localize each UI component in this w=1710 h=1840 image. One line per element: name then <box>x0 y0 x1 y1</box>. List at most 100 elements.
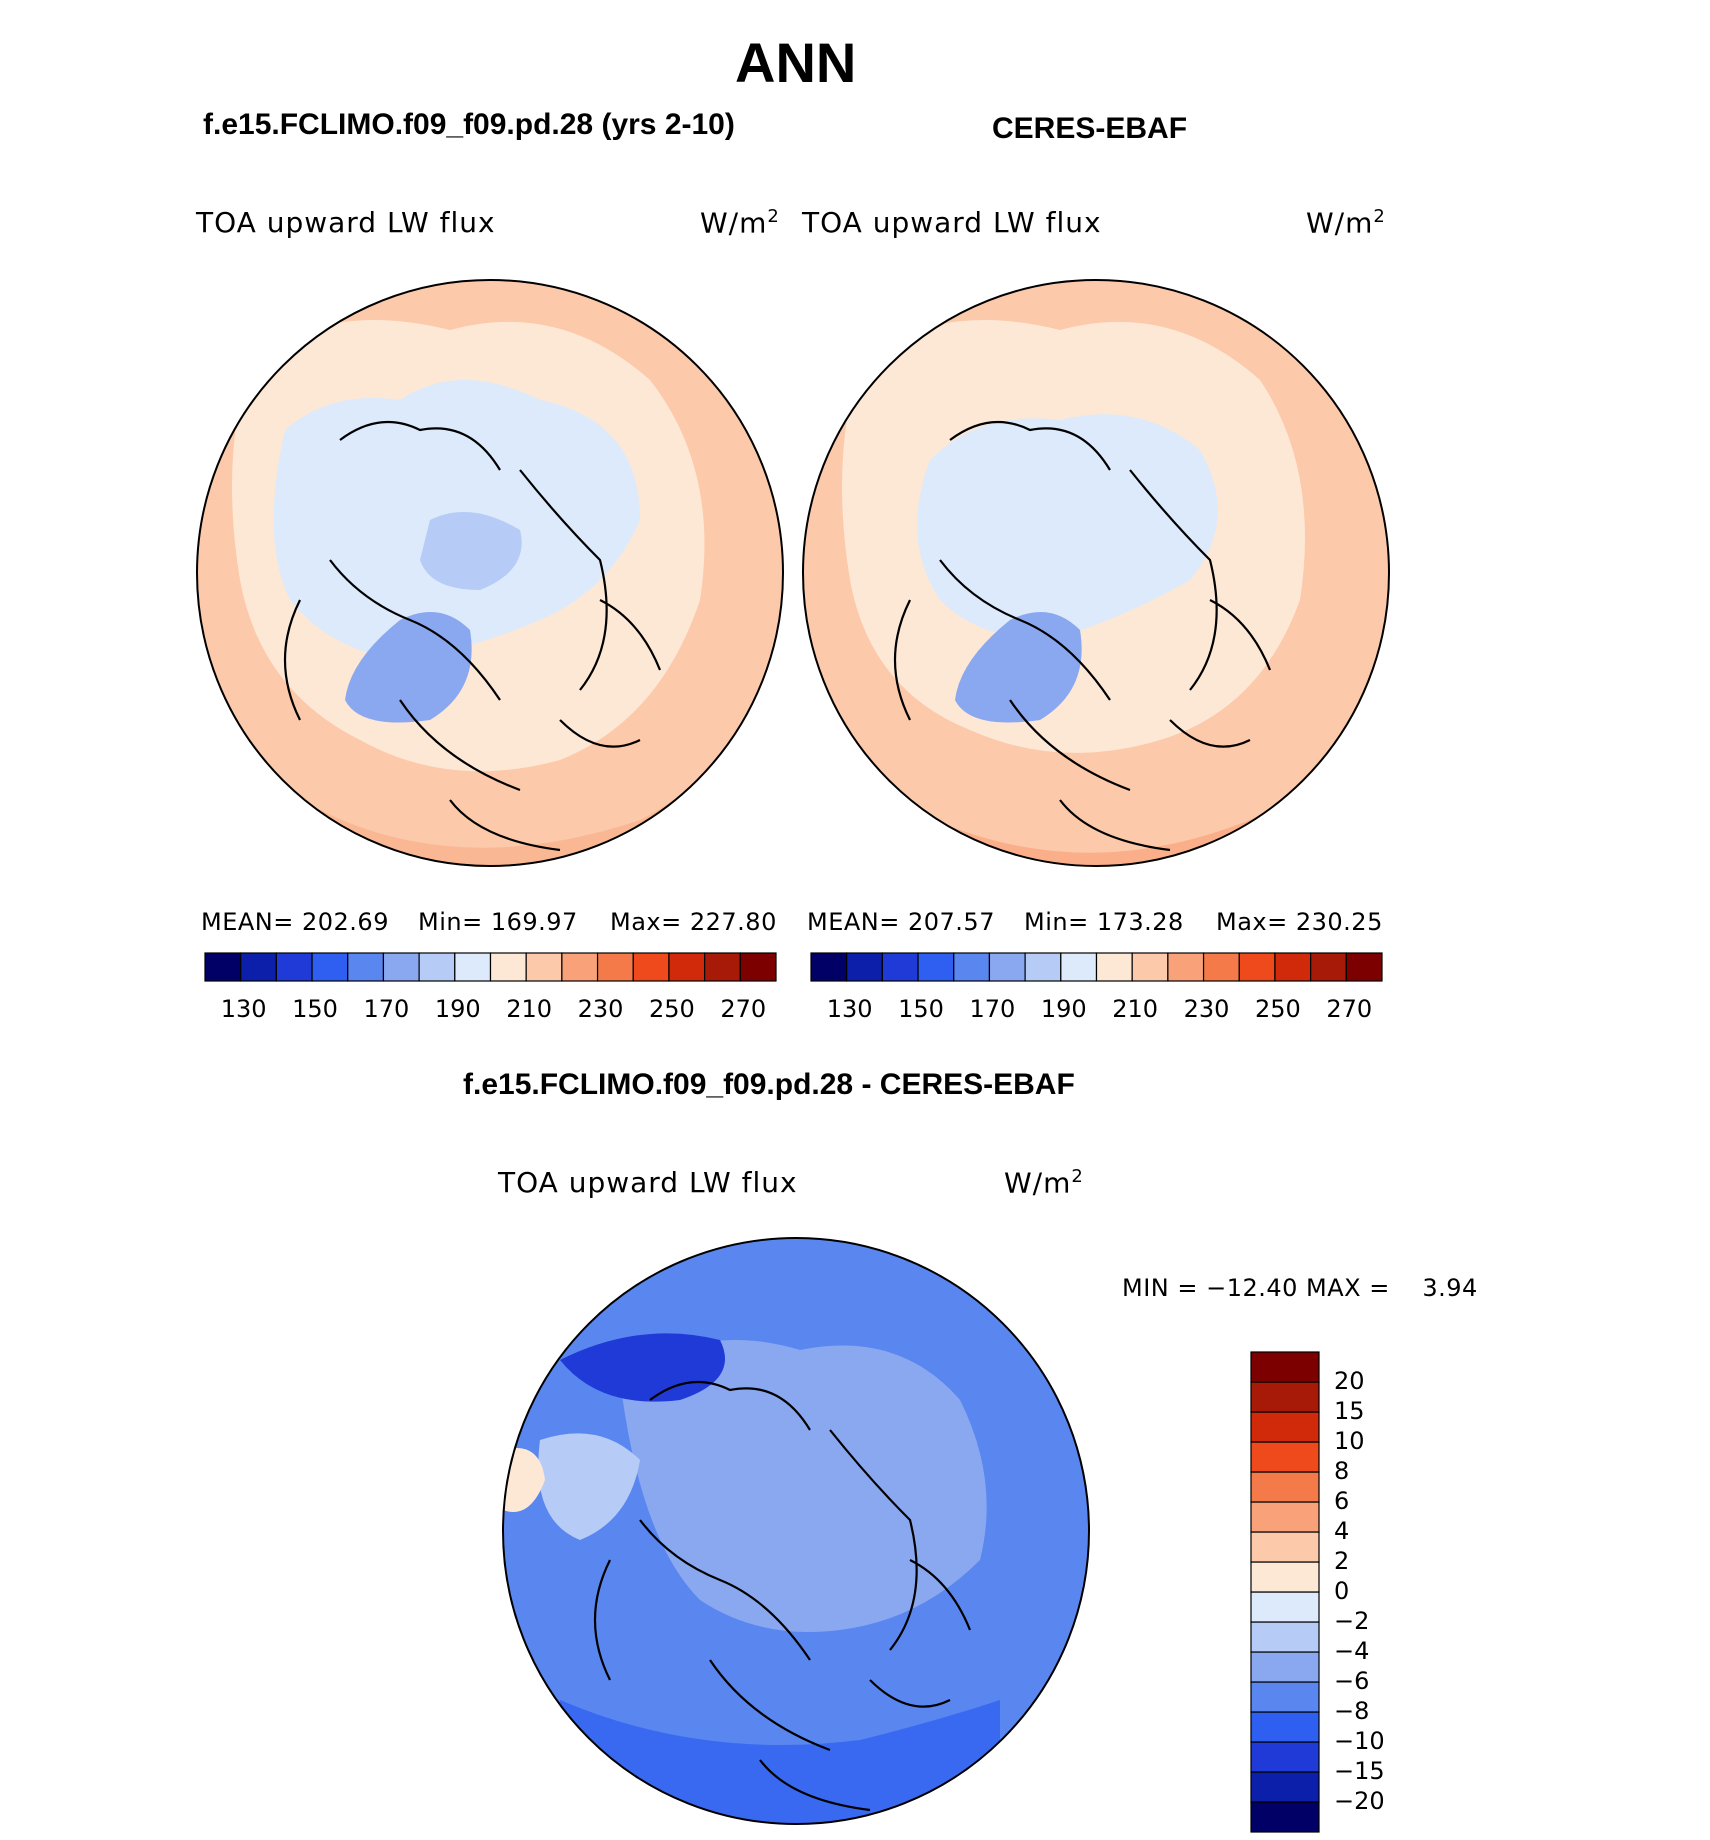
cb-left-box <box>311 952 349 982</box>
cb-right-tick-label: 170 <box>969 995 1016 1023</box>
cb-diff-box <box>1250 1591 1320 1623</box>
cb-left-box <box>204 952 242 982</box>
cb-left-box <box>489 952 527 982</box>
cb-left-box <box>668 952 706 982</box>
cb-right-box <box>1060 952 1098 982</box>
cb-left-box <box>596 952 634 982</box>
diff-units-text: W/m <box>1004 1166 1072 1200</box>
cb-left-tick-label: 230 <box>577 995 624 1023</box>
cb-right-box <box>881 952 919 982</box>
diff-colorbar <box>1250 1351 1320 1833</box>
left-units-text: W/m <box>700 206 768 240</box>
right-units-sup: 2 <box>1373 206 1386 227</box>
cb-left-box <box>240 952 277 982</box>
left-map-border <box>196 279 784 867</box>
cb-left-tick-label: 190 <box>434 995 481 1023</box>
cb-left-box <box>418 952 456 982</box>
cb-diff-tick-label: 6 <box>1334 1487 1350 1515</box>
right-colorbar <box>810 952 1383 982</box>
cb-right-tick-label: 230 <box>1183 995 1230 1023</box>
left-units-label: W/m2 <box>700 206 780 239</box>
cb-diff-tick-label: 0 <box>1334 1577 1350 1605</box>
cb-right-tick-label: 150 <box>898 995 944 1023</box>
diff-map <box>503 1238 1089 1824</box>
diff-minmax-stat: MIN = −12.40 MAX = 3.94 <box>1122 1274 1478 1302</box>
right-variable-label: TOA upward LW flux <box>802 206 1102 239</box>
diff-map-positive-patch <box>503 1448 545 1512</box>
cb-right-tick-label: 130 <box>826 995 873 1023</box>
right-min-stat: Min= 173.28 <box>1024 908 1184 936</box>
left-colorbar <box>204 952 777 982</box>
cb-left-tick-label: 130 <box>220 995 267 1023</box>
figure-title: ANN <box>735 31 857 94</box>
cb-diff-box <box>1250 1501 1320 1533</box>
cb-right-box <box>988 952 1026 982</box>
cb-right-box <box>1131 952 1169 982</box>
left-map-canada-low <box>420 512 522 590</box>
cb-diff-box <box>1250 1651 1320 1683</box>
right-map-greenland-low <box>955 612 1082 723</box>
left-mean-stat: MEAN= 202.69 <box>201 908 389 936</box>
left-map <box>197 280 783 866</box>
diff-map-coastline <box>593 1380 972 1812</box>
left-min-stat: Min= 169.97 <box>418 908 578 936</box>
cb-diff-box <box>1250 1381 1320 1413</box>
diff-variable-label: TOA upward LW flux <box>498 1166 798 1199</box>
right-mean-stat: MEAN= 207.57 <box>807 908 995 936</box>
cb-left-tick-label: 150 <box>292 995 338 1023</box>
cb-right-tick-label: 210 <box>1112 995 1158 1023</box>
diff-map-near-zero <box>538 1433 640 1540</box>
cb-left-box <box>454 952 492 982</box>
cb-diff-tick-label: −20 <box>1334 1787 1385 1815</box>
cb-diff-tick-label: −4 <box>1334 1637 1370 1665</box>
cb-diff-tick-label: 15 <box>1334 1397 1365 1425</box>
cb-diff-box <box>1250 1351 1320 1383</box>
diff-map-light-region <box>620 1340 987 1632</box>
cb-diff-box <box>1250 1681 1320 1713</box>
cb-left-box <box>704 952 741 982</box>
cb-diff-tick-label: 20 <box>1334 1367 1365 1395</box>
cb-right-box <box>1238 952 1276 982</box>
cb-diff-box <box>1250 1801 1320 1833</box>
left-variable-label: TOA upward LW flux <box>196 206 496 239</box>
cb-left-tick-label: 270 <box>720 995 767 1023</box>
cb-right-box <box>917 952 955 982</box>
diff-units-label: W/m2 <box>1004 1166 1084 1199</box>
cb-diff-tick-label: −8 <box>1334 1697 1370 1725</box>
cb-right-box <box>1167 952 1205 982</box>
cb-right-tick-label: 250 <box>1254 995 1301 1023</box>
cb-right-box <box>1202 952 1240 982</box>
cb-diff-tick-label: −2 <box>1334 1607 1370 1635</box>
diff-units-sup: 2 <box>1071 1166 1084 1187</box>
cb-right-box <box>1024 952 1062 982</box>
left-max-stat: Max= 227.80 <box>610 908 777 936</box>
cb-left-tick-label: 170 <box>363 995 410 1023</box>
cb-diff-tick-label: 10 <box>1334 1427 1365 1455</box>
cb-right-box <box>1095 952 1133 982</box>
cb-diff-tick-label: 2 <box>1334 1547 1350 1575</box>
cb-left-box <box>382 952 420 982</box>
right-units-label: W/m2 <box>1306 206 1386 239</box>
right-map-coastline <box>893 420 1272 852</box>
cb-diff-box <box>1250 1771 1320 1803</box>
cb-right-box <box>1274 952 1312 982</box>
cb-diff-tick-label: 8 <box>1334 1457 1350 1485</box>
right-panel-title: CERES-EBAF <box>992 112 1188 145</box>
right-map-border <box>802 279 1390 867</box>
left-map-greenland-low <box>345 612 472 723</box>
left-map-coastline <box>283 420 662 852</box>
left-units-sup: 2 <box>767 206 780 227</box>
cb-diff-box <box>1250 1531 1320 1563</box>
cb-right-box <box>1310 952 1347 982</box>
cb-left-box <box>347 952 385 982</box>
cb-diff-box <box>1250 1741 1320 1773</box>
cb-right-box <box>953 952 991 982</box>
cb-diff-box <box>1250 1411 1320 1443</box>
cb-left-box <box>525 952 563 982</box>
cb-diff-tick-label: −15 <box>1334 1757 1385 1785</box>
cb-right-tick-label: 270 <box>1326 995 1373 1023</box>
right-max-stat: Max= 230.25 <box>1216 908 1383 936</box>
cb-diff-box <box>1250 1711 1320 1743</box>
cb-diff-box <box>1250 1441 1320 1473</box>
